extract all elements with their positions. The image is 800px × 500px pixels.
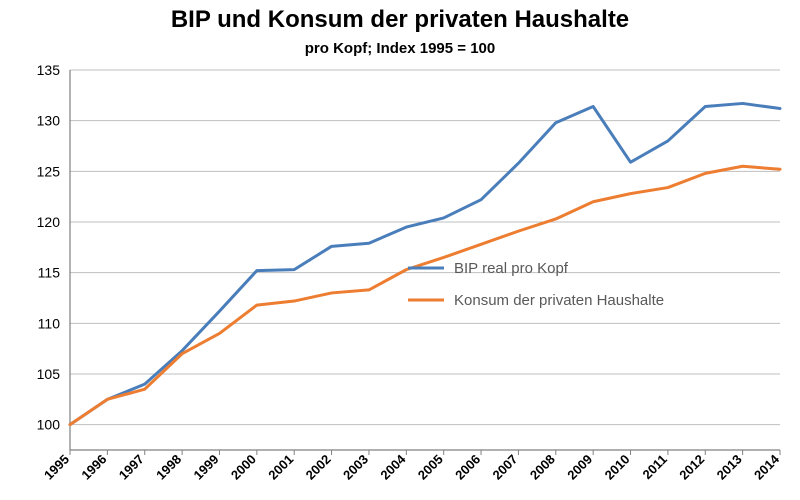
x-tick-label: 1998 <box>153 452 184 483</box>
x-tick-group: 1998 <box>153 452 184 483</box>
y-tick-label: 120 <box>37 214 61 230</box>
x-tick-label: 2013 <box>714 452 745 483</box>
x-tick-group: 2010 <box>602 452 633 483</box>
x-tick-group: 2012 <box>676 452 707 483</box>
x-tick-group: 2000 <box>228 452 259 483</box>
x-tick-label: 2008 <box>527 452 558 483</box>
x-tick-label: 2010 <box>602 452 633 483</box>
y-tick-label: 105 <box>37 366 61 382</box>
x-tick-label: 2011 <box>639 452 670 483</box>
x-tick-label: 2012 <box>676 452 707 483</box>
chart-svg: 100 105 110 115 120 125 130 135 1995199619971998… <box>0 0 800 500</box>
x-tick-label: 2000 <box>228 452 259 483</box>
x-tick-group: 2003 <box>340 452 371 483</box>
y-tick-label: 100 <box>37 417 61 433</box>
x-tick-label: 1995 <box>41 452 72 483</box>
x-tick-group: 2006 <box>452 452 483 483</box>
x-tick-group: 2011 <box>639 452 670 483</box>
x-tick-label: 2014 <box>751 451 783 483</box>
x-tick-label: 2007 <box>489 452 520 483</box>
legend-label: BIP real pro Kopf <box>454 260 569 277</box>
x-tick-group: 2007 <box>489 452 520 483</box>
x-tick-group: 1996 <box>78 452 109 483</box>
x-tick-label: 1997 <box>116 452 147 483</box>
chart-container: BIP und Konsum der privaten Haushalte pr… <box>0 0 800 500</box>
x-tick-group: 2014 <box>751 451 783 483</box>
x-tick-label: 2006 <box>452 452 483 483</box>
x-tick-group: 2005 <box>415 452 446 483</box>
series-line-1 <box>70 166 780 424</box>
x-tick-group: 2001 <box>265 452 296 483</box>
x-tick-label: 2005 <box>415 452 446 483</box>
y-tick-label: 110 <box>38 315 61 331</box>
x-tick-label: 1996 <box>78 452 109 483</box>
x-tick-label: 2002 <box>303 452 334 483</box>
x-tick-group: 2008 <box>527 452 558 483</box>
x-tick-label: 2003 <box>340 452 371 483</box>
x-tick-label: 2001 <box>265 452 296 483</box>
x-tick-group: 2013 <box>714 452 745 483</box>
x-tick-group: 2004 <box>377 451 409 483</box>
y-tick-label: 125 <box>37 163 61 179</box>
x-tick-group: 1995 <box>41 452 72 483</box>
x-tick-label: 1999 <box>191 452 222 483</box>
y-tick-label: 115 <box>38 265 61 281</box>
x-tick-group: 1999 <box>191 452 222 483</box>
y-tick-label: 135 <box>37 62 61 78</box>
y-tick-label: 130 <box>37 113 61 129</box>
x-tick-label: 2009 <box>564 452 595 483</box>
x-tick-label: 2004 <box>377 451 409 483</box>
x-tick-group: 2002 <box>303 452 334 483</box>
x-tick-group: 1997 <box>116 452 147 483</box>
legend-label: Konsum der privaten Haushalte <box>454 292 664 309</box>
x-tick-group: 2009 <box>564 452 595 483</box>
